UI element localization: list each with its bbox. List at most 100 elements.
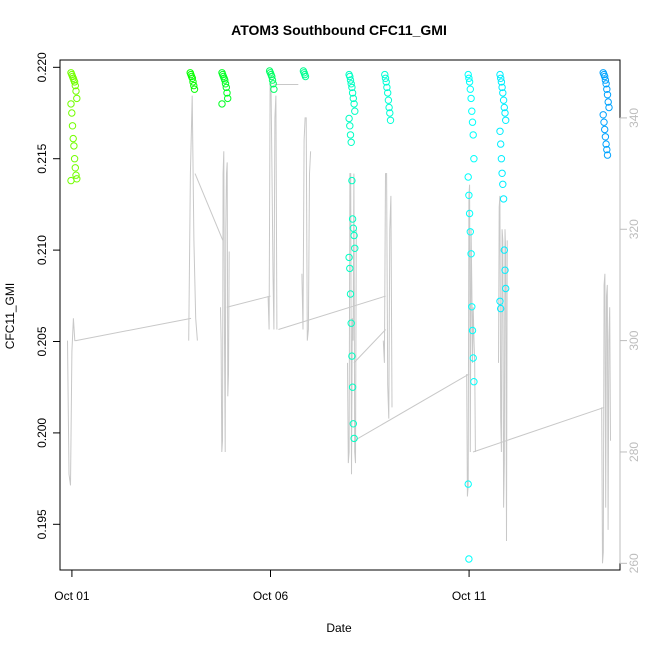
data-point — [348, 83, 356, 92]
x-axis: Oct 01 Oct 06 Oct 11 — [54, 569, 487, 603]
data-point — [346, 122, 354, 130]
data-point — [464, 173, 472, 181]
data-point — [188, 74, 197, 83]
data-point — [346, 264, 354, 273]
data-point — [602, 140, 610, 148]
data-point — [385, 103, 393, 112]
data-point — [270, 85, 278, 93]
right-tick-label: 300 — [627, 330, 641, 350]
data-point — [70, 142, 78, 150]
data-point — [383, 83, 391, 92]
y-axis-label: CFC11_GMI — [3, 283, 17, 349]
data-point — [499, 89, 507, 97]
data-point — [500, 103, 508, 112]
right-tick-label: 260 — [627, 553, 641, 573]
data-point — [69, 134, 77, 143]
data-point — [468, 118, 477, 126]
data-point — [384, 96, 393, 104]
data-point — [501, 109, 509, 117]
data-point — [223, 89, 231, 97]
data-point — [348, 352, 356, 360]
data-point — [467, 250, 475, 258]
data-point — [348, 215, 357, 223]
data-points-layer — [67, 67, 613, 563]
data-point — [605, 103, 613, 112]
data-point — [345, 114, 353, 123]
data-point — [604, 98, 612, 106]
track-connector — [226, 295, 271, 308]
data-point — [465, 191, 473, 200]
data-point — [73, 94, 81, 103]
data-point — [190, 81, 198, 90]
track-connector — [472, 406, 605, 453]
data-point — [601, 76, 610, 84]
y-axis: 0.195 0.200 0.205 0.210 0.215 0.220 — [35, 52, 61, 539]
x-tick-label: Oct 06 — [253, 589, 289, 603]
data-point — [464, 480, 472, 488]
track-segment — [67, 318, 77, 486]
data-point — [382, 78, 390, 86]
data-point — [599, 111, 607, 119]
data-point — [603, 151, 612, 159]
track-segment — [301, 117, 312, 341]
data-point — [470, 378, 478, 386]
data-point — [601, 125, 609, 134]
data-point — [465, 78, 474, 86]
data-point — [346, 290, 355, 298]
flight-track-layer — [67, 83, 611, 564]
data-point — [349, 94, 357, 103]
data-point — [496, 70, 504, 79]
data-point — [349, 224, 357, 232]
data-point — [386, 109, 394, 117]
data-point — [350, 434, 358, 443]
track-segment — [188, 95, 198, 341]
right-tick-label: 340 — [627, 108, 641, 128]
track-connector — [353, 373, 470, 442]
data-point — [499, 96, 508, 104]
track-segment — [466, 184, 476, 497]
data-point — [268, 72, 276, 81]
data-point — [466, 228, 474, 236]
data-point — [348, 176, 356, 185]
data-point — [351, 244, 359, 253]
data-point — [348, 89, 357, 97]
data-point — [499, 195, 508, 203]
x-tick-label: Oct 11 — [452, 589, 487, 603]
data-point — [67, 100, 75, 108]
data-point — [351, 107, 359, 115]
data-point — [600, 118, 608, 126]
data-point — [469, 354, 477, 362]
data-point — [497, 155, 506, 163]
data-point — [469, 131, 477, 139]
data-point — [301, 72, 310, 81]
data-point — [348, 383, 357, 391]
data-point — [218, 100, 226, 108]
data-point — [350, 100, 358, 108]
right-tick-label: 280 — [627, 442, 641, 462]
track-segment — [220, 151, 230, 453]
data-point — [384, 89, 392, 97]
data-point — [601, 133, 610, 141]
data-point — [497, 304, 505, 313]
y-tick-label: 0.210 — [35, 235, 49, 265]
data-point — [466, 85, 474, 93]
data-point — [68, 122, 77, 130]
data-point — [465, 555, 473, 563]
data-point — [221, 76, 229, 84]
track-connector — [194, 173, 224, 241]
y-tick-label: 0.220 — [35, 52, 49, 82]
data-point — [497, 74, 505, 83]
data-point — [345, 253, 353, 262]
data-point — [349, 420, 357, 428]
data-point — [346, 72, 354, 81]
data-point — [464, 70, 472, 79]
track-segment — [601, 273, 611, 564]
data-point — [68, 109, 76, 117]
data-point — [221, 80, 230, 88]
data-point — [224, 94, 232, 103]
data-point — [190, 85, 199, 93]
data-point — [465, 209, 474, 218]
data-point — [468, 107, 476, 115]
data-point — [468, 303, 476, 311]
